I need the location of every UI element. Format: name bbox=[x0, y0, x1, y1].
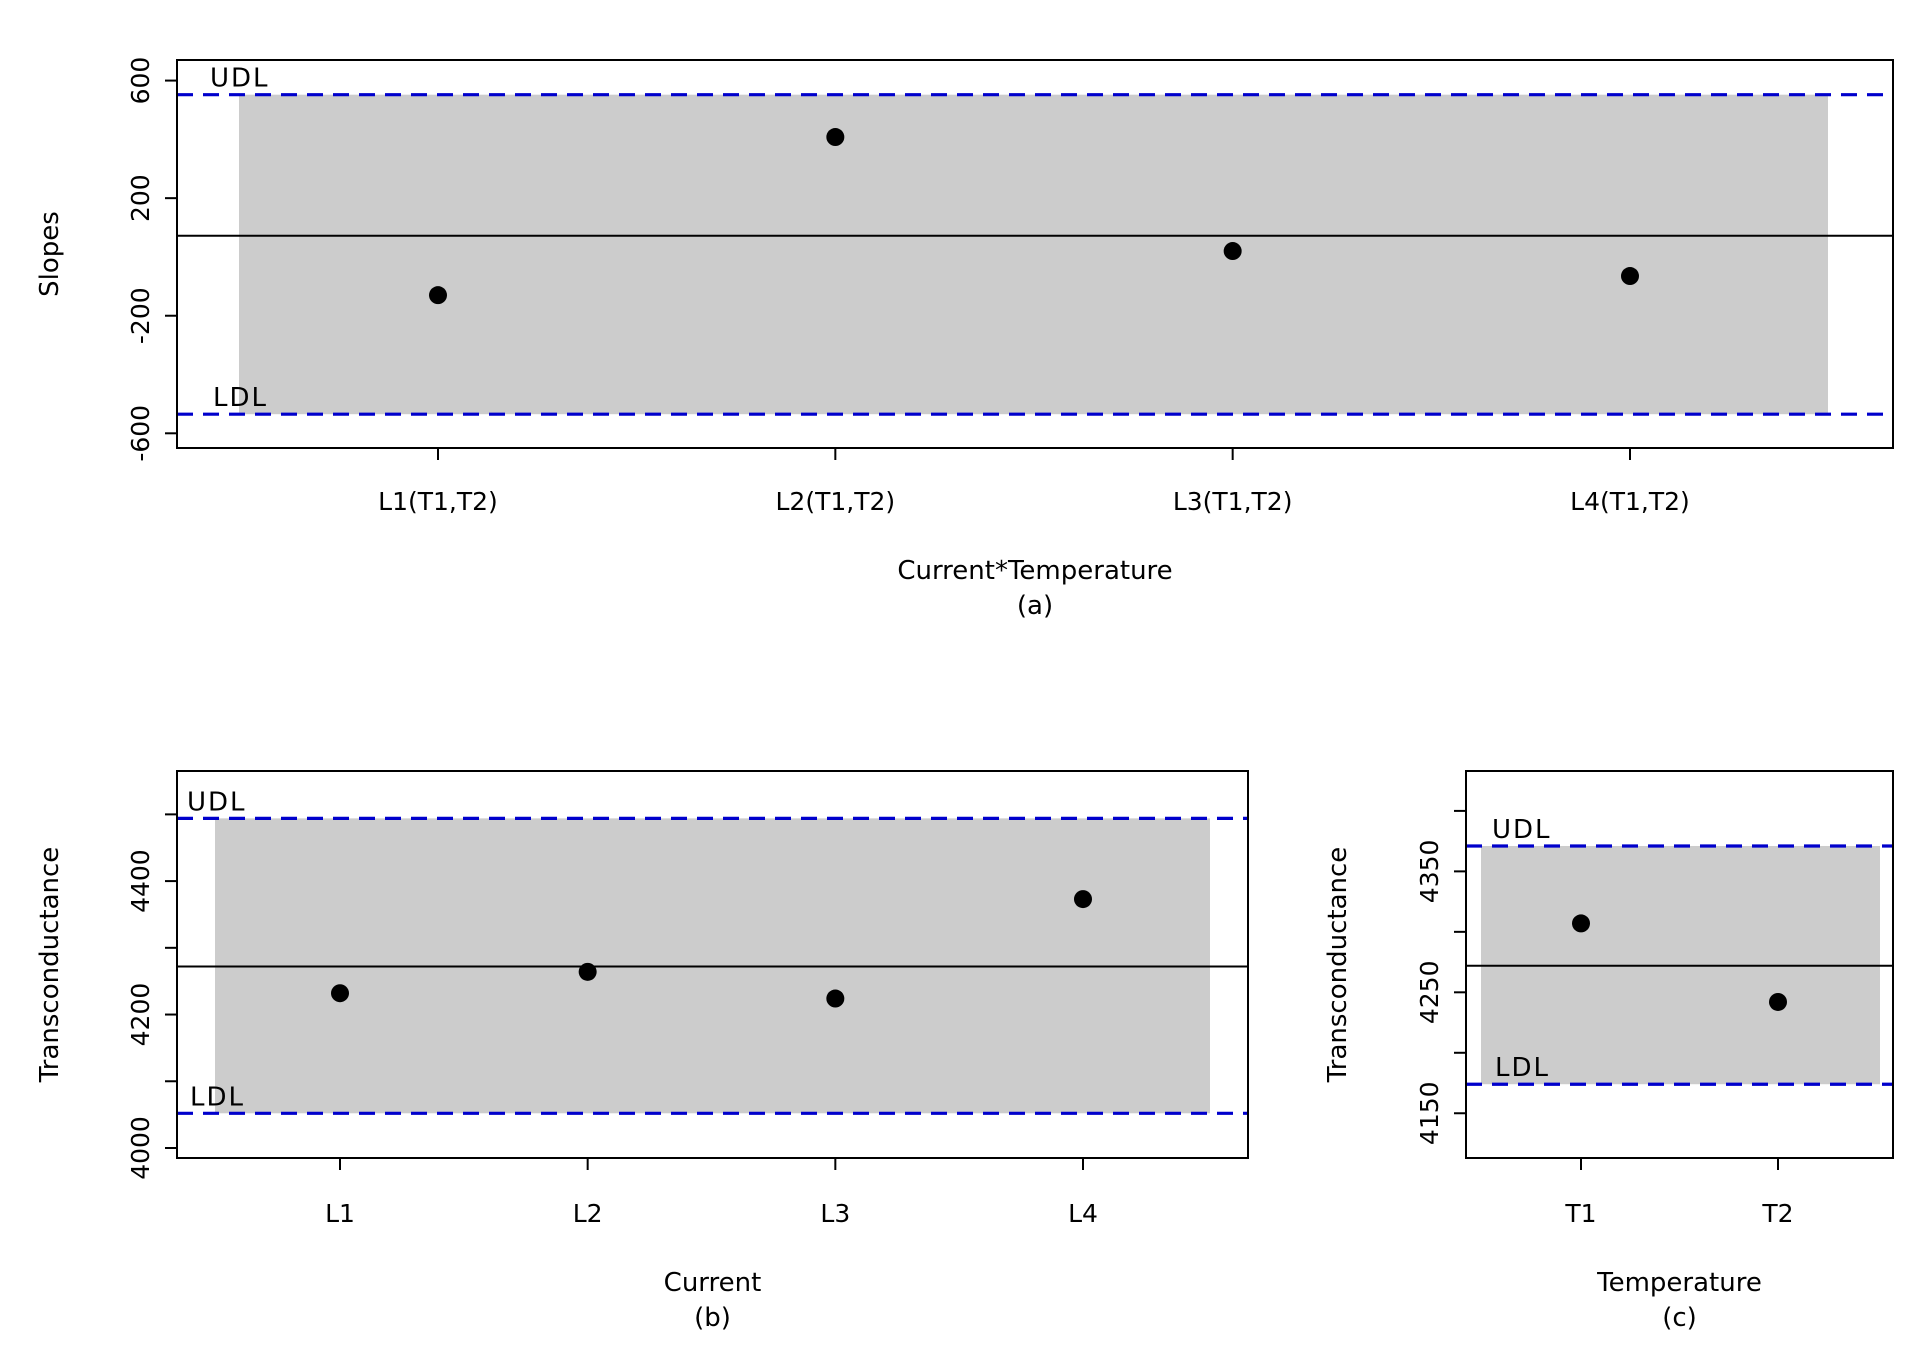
data-point bbox=[1621, 267, 1639, 286]
data-point bbox=[1769, 992, 1787, 1011]
data-point bbox=[578, 962, 597, 981]
udl-label: UDL bbox=[187, 787, 247, 817]
x-tick-label: L3(T1,T2) bbox=[1173, 487, 1293, 516]
y-axis-label: Transconductance bbox=[35, 847, 65, 1084]
udl-label: UDL bbox=[210, 64, 270, 94]
decision-band bbox=[239, 94, 1828, 415]
y-tick-label: 200 bbox=[126, 174, 155, 222]
x-tick-label: L1(T1,T2) bbox=[378, 487, 498, 516]
panel-caption: (b) bbox=[694, 1303, 731, 1333]
data-point bbox=[331, 984, 349, 1003]
data-point bbox=[1223, 242, 1242, 261]
y-tick-label: -200 bbox=[126, 287, 155, 344]
ldl-label: LDL bbox=[213, 383, 268, 413]
ldl-label: LDL bbox=[1495, 1053, 1550, 1083]
y-tick-label: -600 bbox=[126, 405, 155, 462]
data-point bbox=[826, 989, 845, 1008]
panel-b: UDL LDL L1 L2 L3 L4 4000 4200 4400 Current (b) Tran… bbox=[35, 770, 1249, 1333]
panel-c: UDL LDL T1 T2 4150 4250 4350 Temperature (c) Tran… bbox=[1323, 770, 1894, 1333]
y-tick-label: 4200 bbox=[126, 983, 155, 1047]
y-axis-label: Slopes bbox=[35, 211, 65, 297]
data-point bbox=[429, 286, 447, 305]
plot-frame bbox=[1465, 770, 1894, 1159]
plot-frame bbox=[176, 59, 1894, 449]
x-tick-label: T2 bbox=[1761, 1199, 1793, 1228]
panel-caption: (a) bbox=[1017, 591, 1053, 621]
x-axis-label: Current*Temperature bbox=[897, 556, 1172, 586]
x-tick-label: L4 bbox=[1068, 1199, 1098, 1228]
x-tick-label: T1 bbox=[1564, 1199, 1596, 1228]
x-tick-label: L1 bbox=[325, 1199, 355, 1228]
y-axis-label: Transconductance bbox=[1323, 847, 1353, 1084]
x-axis-label: Temperature bbox=[1596, 1268, 1762, 1298]
y-tick-label: 600 bbox=[126, 57, 155, 105]
ldl-label: LDL bbox=[190, 1082, 245, 1112]
y-tick-label: 4000 bbox=[126, 1116, 155, 1180]
data-point bbox=[1074, 890, 1092, 909]
x-tick-label: L2 bbox=[573, 1199, 603, 1228]
x-tick-label: L2(T1,T2) bbox=[776, 487, 896, 516]
data-point bbox=[1572, 914, 1590, 933]
y-tick-label: 4400 bbox=[126, 849, 155, 913]
panel-a: UDL LDL L1(T1,T2) L2(T1,T2) L3(T1,T2) L4(T1,T… bbox=[35, 57, 1894, 621]
x-tick-label: L4(T1,T2) bbox=[1570, 487, 1690, 516]
y-tick-label: 4150 bbox=[1415, 1081, 1444, 1145]
udl-label: UDL bbox=[1492, 815, 1552, 845]
x-tick-label: L3 bbox=[820, 1199, 850, 1228]
plot-frame bbox=[176, 770, 1249, 1159]
y-tick-label: 4350 bbox=[1415, 840, 1444, 904]
data-point bbox=[826, 128, 845, 147]
y-tick-label: 4250 bbox=[1415, 961, 1444, 1025]
panel-caption: (c) bbox=[1662, 1303, 1697, 1333]
x-axis-label: Current bbox=[664, 1268, 762, 1298]
